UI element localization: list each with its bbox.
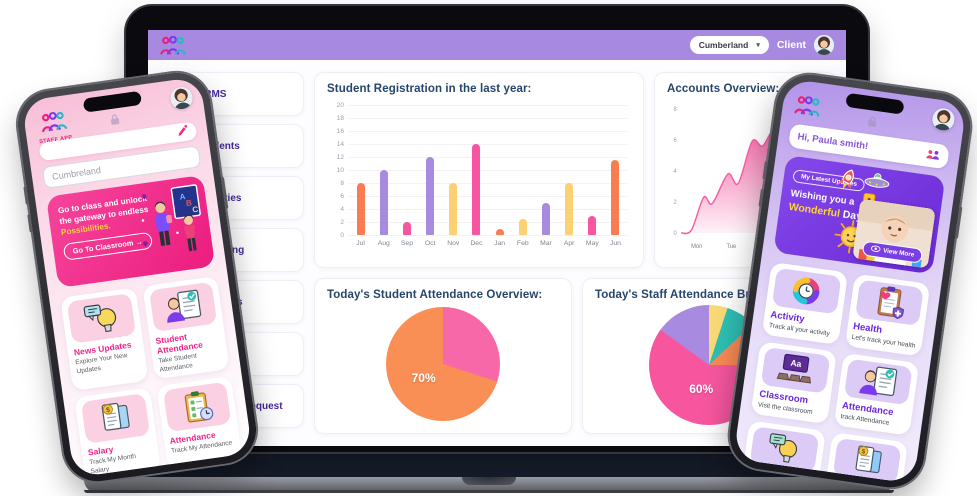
bar-jun bbox=[611, 160, 620, 235]
name-edit-bar[interactable] bbox=[38, 121, 198, 162]
accounts-chart-title: Accounts Overview: bbox=[667, 83, 780, 95]
pie-percentage-label: 60% bbox=[689, 381, 714, 396]
people-pair-icon bbox=[924, 145, 941, 165]
laptop-base bbox=[84, 477, 894, 493]
parent-avatar[interactable] bbox=[930, 107, 956, 132]
classroom-banner: Go to class and unlock the gateway to en… bbox=[45, 174, 216, 288]
svg-text:A: A bbox=[179, 192, 186, 202]
parent-app-screen: Hi, Paula smith! My Latest Updates Wishi… bbox=[733, 78, 967, 484]
parent-app-phone: Hi, Paula smith! My Latest Updates Wishi… bbox=[725, 70, 975, 492]
card-news-updates[interactable]: News Updates Explore Your New Updates bbox=[60, 287, 149, 392]
svg-text:4: 4 bbox=[674, 168, 678, 175]
pie-percentage-label: 70% bbox=[411, 371, 436, 386]
tenant-select-value: Cumberland bbox=[698, 40, 749, 50]
person-doc-icon bbox=[148, 281, 218, 333]
clipboard-clock-icon bbox=[162, 381, 232, 433]
registration-chart-card: Student Registration in the last year: 0… bbox=[314, 72, 644, 268]
svg-text:$: $ bbox=[861, 448, 866, 455]
card-attendance[interactable]: Attendance track Attendance bbox=[833, 352, 920, 436]
student-attendance-pie: 70% bbox=[386, 307, 500, 421]
bar-jul bbox=[356, 183, 365, 235]
lock-icon bbox=[866, 114, 878, 133]
bar-nov bbox=[449, 183, 458, 235]
svg-text:0: 0 bbox=[674, 230, 678, 237]
classroom-board-icon: Aa bbox=[760, 346, 830, 394]
laptop-base-notch bbox=[462, 477, 516, 485]
bar-apr bbox=[565, 183, 574, 235]
view-more-button[interactable]: View More bbox=[861, 240, 924, 264]
svg-text:6: 6 bbox=[674, 137, 678, 144]
dashboard-header: Cumberland ▾ Client bbox=[148, 30, 846, 60]
svg-text:Mon: Mon bbox=[691, 243, 703, 250]
billing-docs-icon: $ bbox=[832, 437, 902, 484]
staff-app-screen: STAFF APP Go to class and unlock the gat… bbox=[21, 76, 253, 478]
svg-text:B: B bbox=[185, 198, 192, 208]
staff-avatar[interactable] bbox=[169, 85, 194, 111]
news-bulb-icon bbox=[66, 293, 136, 344]
client-avatar[interactable] bbox=[814, 35, 834, 55]
sidebar-item-label: Students bbox=[197, 140, 240, 152]
svg-text:8: 8 bbox=[674, 106, 678, 113]
people-logo-icon bbox=[793, 95, 822, 122]
bar-dec bbox=[472, 144, 481, 235]
lock-icon bbox=[109, 112, 121, 131]
suggestion-bulb-icon bbox=[749, 426, 819, 473]
student-attendance-card: Today's Student Attendance Overview: 70% bbox=[314, 278, 572, 434]
card-attendance[interactable]: Attendance Track My Attendance bbox=[155, 376, 243, 470]
pencil-icon bbox=[176, 123, 189, 142]
student-attendance-title: Today's Student Attendance Overview: bbox=[327, 289, 543, 301]
health-clipboard-icon bbox=[854, 279, 924, 326]
bar-sep bbox=[402, 222, 411, 235]
parent-app-logo bbox=[793, 95, 822, 122]
card-activity[interactable]: Activity Track all your activity bbox=[761, 261, 848, 345]
client-label: Client bbox=[776, 39, 806, 51]
bar-aug bbox=[379, 170, 388, 235]
svg-text:C: C bbox=[192, 205, 199, 215]
bar-jan bbox=[495, 228, 504, 235]
card-health[interactable]: Health Let's track your health bbox=[844, 273, 931, 357]
card-salary[interactable]: $ Salary Track My Month Salary bbox=[74, 387, 161, 478]
parent-feature-grid: Activity Track all your activity Health Let… bbox=[739, 261, 931, 484]
greeting-text: Hi, Paula smith! bbox=[796, 130, 869, 152]
chevron-down-icon: ▾ bbox=[756, 42, 760, 49]
salary-docs-icon: $ bbox=[80, 393, 150, 444]
svg-text:Aa: Aa bbox=[790, 358, 802, 369]
card-billing[interactable]: $Billing bbox=[822, 432, 909, 484]
person-doc-icon bbox=[843, 358, 913, 406]
staff-app-logo: STAFF APP bbox=[35, 110, 73, 145]
card-student-attendance[interactable]: Student Attendance Take Student Attendanc… bbox=[141, 275, 230, 380]
staff-app-phone: STAFF APP Go to class and unlock the gat… bbox=[13, 68, 261, 486]
activity-gear-icon bbox=[771, 267, 842, 315]
svg-text:$: $ bbox=[105, 407, 110, 414]
svg-text:2: 2 bbox=[674, 199, 678, 206]
greeting-bar[interactable]: Hi, Paula smith! bbox=[788, 123, 950, 170]
bar-feb bbox=[518, 218, 527, 235]
people-logo-icon bbox=[39, 110, 68, 137]
bar-mar bbox=[541, 202, 550, 235]
tenant-select[interactable]: Cumberland ▾ bbox=[689, 36, 769, 54]
school-logo-icon bbox=[160, 35, 186, 55]
registration-chart-title: Student Registration in the last year: bbox=[327, 83, 532, 95]
card-classroom[interactable]: Aa Classroom Visit the classroom bbox=[750, 341, 837, 425]
bar-oct bbox=[426, 157, 435, 235]
card-suggestion[interactable]: Suggestion bbox=[739, 420, 826, 484]
updates-banner: My Latest Updates Wishing you a Wonderfu… bbox=[773, 154, 946, 275]
registration-bar-chart: 0 2 4 6 8 10 12 14 16 18 20 Jul Aug Sep Oct Nov Dec Jan Fe… bbox=[327, 102, 631, 247]
rocket-sticker-icon bbox=[832, 166, 862, 200]
sidebar-item-label: HRMS bbox=[197, 88, 227, 100]
ufo-sticker-icon bbox=[860, 168, 893, 198]
bar-may bbox=[588, 215, 597, 235]
staff-feature-grid: News Updates Explore Your New Updates Stud… bbox=[60, 275, 243, 478]
eye-icon bbox=[870, 245, 881, 255]
svg-text:Tue: Tue bbox=[726, 243, 736, 250]
